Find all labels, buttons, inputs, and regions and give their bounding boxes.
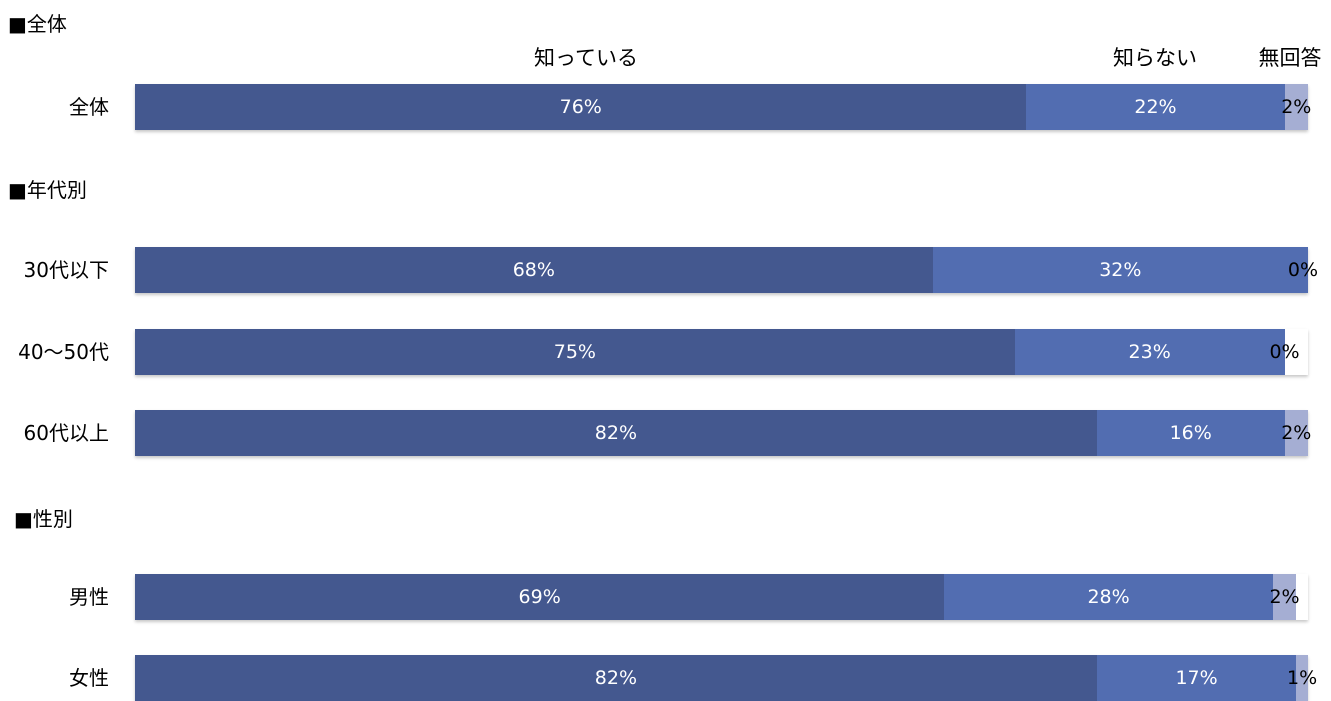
data-label-dont-know: 28% <box>1087 586 1130 608</box>
row-label: 30代以下 <box>23 258 109 282</box>
data-label-dont-know: 17% <box>1175 667 1218 689</box>
data-label-dont-know: 16% <box>1169 422 1212 444</box>
data-label-no-answer: 0% <box>1287 259 1319 281</box>
row-label: 60代以上 <box>23 421 109 445</box>
data-label-dont-know: 22% <box>1134 96 1177 118</box>
bar-row: 69% 28% 2% <box>135 574 1308 620</box>
data-label-know: 82% <box>594 422 638 444</box>
row-label: 女性 <box>69 666 109 690</box>
bar-row: 82% 17% 1% <box>135 655 1317 701</box>
legend-label-no-answer: 無回答 <box>1258 46 1322 70</box>
data-label-know: 75% <box>553 341 596 363</box>
data-label-know: 69% <box>518 586 561 608</box>
bar-segment-no-answer <box>1284 410 1308 456</box>
bar-row: 68% 32% 0% <box>135 247 1318 293</box>
data-label-know: 68% <box>512 259 555 281</box>
bar-segment-no-answer <box>1272 574 1297 620</box>
bar-segment-dont-know <box>932 247 1308 293</box>
bar-segment-know <box>135 329 1015 375</box>
bar-segment-dont-know <box>944 574 1273 620</box>
bar-row: 75% 23% 0% <box>135 329 1308 375</box>
data-label-dont-know: 32% <box>1099 259 1142 281</box>
bar-segment-dont-know <box>1014 329 1285 375</box>
row-label: 40〜50代 <box>18 340 109 364</box>
bar-segment-know <box>135 410 1097 456</box>
bar-row: 82% 16% 2% <box>135 410 1312 456</box>
data-label-no-answer: 2% <box>1281 422 1312 444</box>
bar-segment-dont-know <box>1096 410 1285 456</box>
bar-segment-no-answer <box>1296 655 1308 701</box>
bar-segment-know <box>135 247 933 293</box>
data-label-know: 76% <box>559 96 602 118</box>
bar-row: 76% 22% 2% <box>135 84 1312 130</box>
bar-segment-dont-know <box>1026 84 1285 130</box>
data-label-dont-know: 23% <box>1128 341 1171 363</box>
data-label-know: 82% <box>594 667 638 689</box>
bar-segment-know <box>135 84 1027 130</box>
legend-label-know: 知っている <box>534 46 638 70</box>
bar-segment-know <box>135 574 945 620</box>
bar-segment-dont-know <box>1096 655 1297 701</box>
section-title-gender: ■性別 <box>14 507 73 531</box>
data-label-no-answer: 2% <box>1281 96 1312 118</box>
legend-label-dont-know: 知らない <box>1113 46 1197 70</box>
bar-segment-no-answer <box>1284 84 1308 130</box>
row-label: 全体 <box>69 95 109 119</box>
data-label-no-answer: 2% <box>1269 586 1300 608</box>
bar-segment-know <box>135 655 1097 701</box>
data-label-no-answer: 0% <box>1269 341 1300 363</box>
section-title-age: ■年代別 <box>8 178 87 202</box>
section-title-overall: ■全体 <box>8 12 67 36</box>
data-label-no-answer: 1% <box>1287 667 1318 689</box>
row-label: 男性 <box>69 585 109 609</box>
